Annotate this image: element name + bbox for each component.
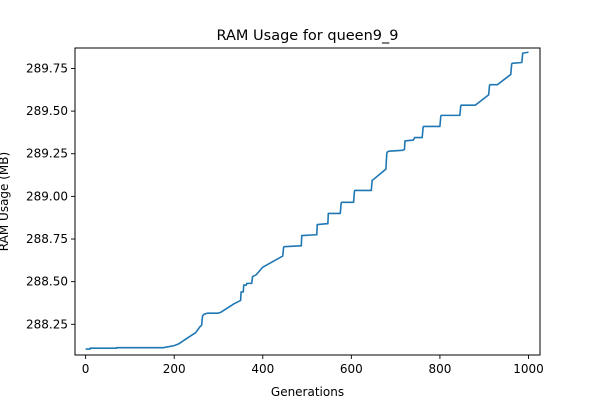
series-line-0 — [85, 51, 529, 350]
x-tick-label: 400 — [251, 362, 274, 376]
y-tick-label: 289.50 — [26, 104, 68, 118]
x-tick-label: 600 — [340, 362, 363, 376]
y-tick-label: 289.25 — [26, 147, 68, 161]
x-tick-label: 0 — [82, 362, 90, 376]
y-tick-label: 289.00 — [26, 189, 68, 203]
y-tick-label: 288.50 — [26, 275, 68, 289]
y-tick-label: 288.75 — [26, 232, 68, 246]
y-axis-label: RAM Usage (MB) — [0, 152, 11, 251]
x-tick-label: 200 — [163, 362, 186, 376]
y-tick-label: 289.75 — [26, 61, 68, 75]
x-tick-label: 800 — [428, 362, 451, 376]
plot-area — [85, 51, 529, 350]
y-tick-label: 288.25 — [26, 317, 68, 331]
chart-title: RAM Usage for queen9_9 — [217, 28, 399, 44]
x-axis: 0 200 400 600 800 1000 — [82, 355, 544, 376]
x-axis-label: Generations — [271, 385, 344, 399]
y-axis: 288.25 288.50 288.75 289.00 289.25 289.50 289.… — [26, 61, 75, 331]
x-tick-label: 1000 — [513, 362, 544, 376]
axes-frame — [74, 47, 541, 356]
